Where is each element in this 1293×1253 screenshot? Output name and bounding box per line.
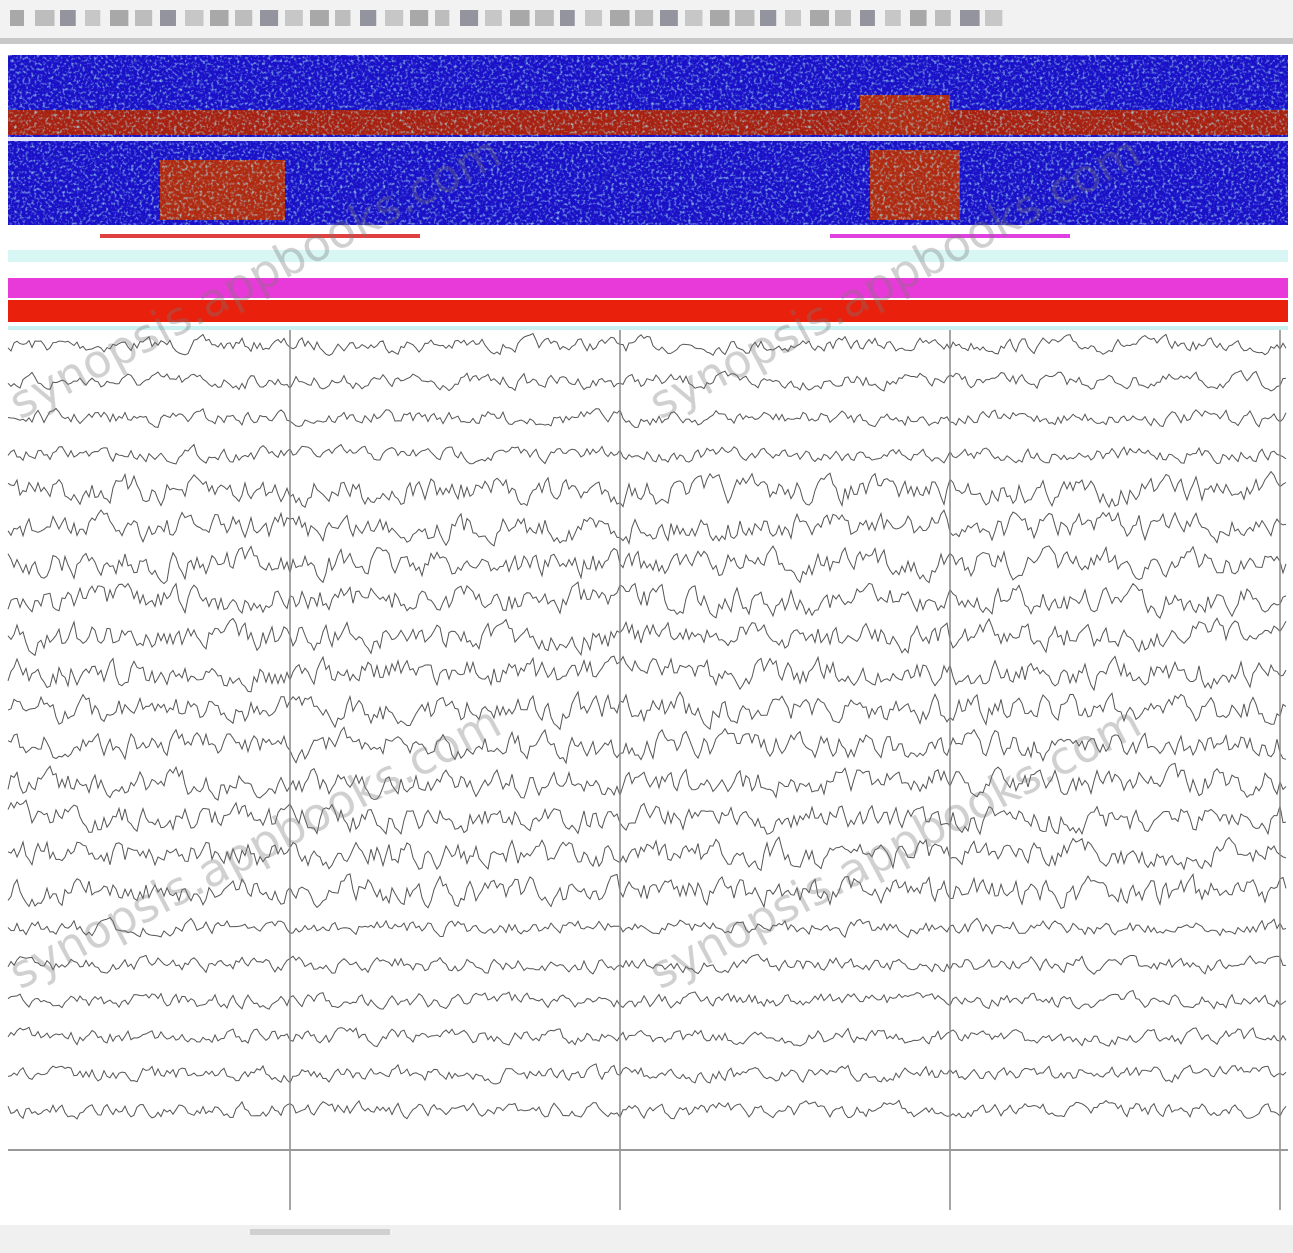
toolbar-icon <box>310 10 329 26</box>
toolbar-icon <box>985 10 1002 26</box>
toolbar-icon <box>710 10 729 26</box>
page: synopsis.appbooks.com synopsis.appbooks.… <box>0 0 1293 1253</box>
toolbar-icon <box>485 10 502 26</box>
toolbar-icon <box>660 10 678 26</box>
toolbar-icon <box>410 10 428 26</box>
toolbar-icon <box>760 10 776 26</box>
eeg-channel <box>8 546 1286 584</box>
scrollbar-thumb[interactable] <box>250 1229 390 1235</box>
toolbar-icon <box>435 10 449 26</box>
eeg-channel <box>8 445 1286 464</box>
eeg-channel <box>8 618 1286 655</box>
eeg-channel <box>8 656 1286 692</box>
toolbar-icon <box>385 10 403 26</box>
toolbar-icon <box>360 10 376 26</box>
toolbar-icon <box>610 10 630 26</box>
toolbar-icon <box>635 10 653 26</box>
eeg-channel <box>8 1100 1286 1119</box>
toolbar-icon <box>535 10 554 26</box>
eeg-channel <box>8 1064 1286 1084</box>
toolbar-icon <box>685 10 702 26</box>
time-bar <box>8 250 1288 262</box>
toolbar-icon <box>935 10 951 26</box>
toolbar-icon <box>60 10 76 26</box>
toolbar-icon <box>960 10 980 26</box>
toolbar-icon <box>510 10 530 26</box>
toolbar-icon <box>335 10 350 26</box>
toolbar-icon <box>10 10 24 26</box>
eeg-channel <box>8 472 1286 508</box>
toolbar-icon <box>560 10 575 26</box>
watermark: synopsis.appbooks.com <box>0 694 510 999</box>
toolbar-icon <box>910 10 927 26</box>
toolbar-icon <box>585 10 602 26</box>
toolbar-border <box>0 38 1293 44</box>
toolbar-icon <box>85 10 100 26</box>
toolbar-icon <box>135 10 152 26</box>
eeg-viewer: synopsis.appbooks.com synopsis.appbooks.… <box>0 0 1293 1253</box>
toolbar-icon <box>260 10 278 26</box>
eeg-channel <box>8 409 1286 428</box>
toolbar-icon <box>735 10 754 26</box>
toolbar-icon <box>860 10 875 26</box>
scrollbar[interactable] <box>0 1225 1293 1253</box>
toolbar-icon <box>460 10 478 26</box>
toolbar-icon <box>160 10 176 26</box>
toolbar-icon <box>35 10 55 26</box>
toolbar-icon <box>185 10 204 26</box>
toolbar-icon <box>285 10 303 26</box>
eeg-channel <box>8 991 1286 1010</box>
eeg-channel <box>8 800 1286 834</box>
toolbar-icon <box>835 10 851 26</box>
toolbar-icon <box>885 10 901 26</box>
toolbar-icon <box>235 10 252 26</box>
toolbar-icon <box>110 10 128 26</box>
toolbar-icon <box>210 10 229 26</box>
toolbar-icon <box>785 10 801 26</box>
toolbar-icon <box>810 10 829 26</box>
watermark: synopsis.appbooks.com <box>640 694 1150 999</box>
eeg-channel <box>8 510 1286 546</box>
eeg-channel <box>8 918 1286 938</box>
eeg-channel <box>8 1027 1286 1046</box>
eeg-channel <box>8 582 1286 618</box>
